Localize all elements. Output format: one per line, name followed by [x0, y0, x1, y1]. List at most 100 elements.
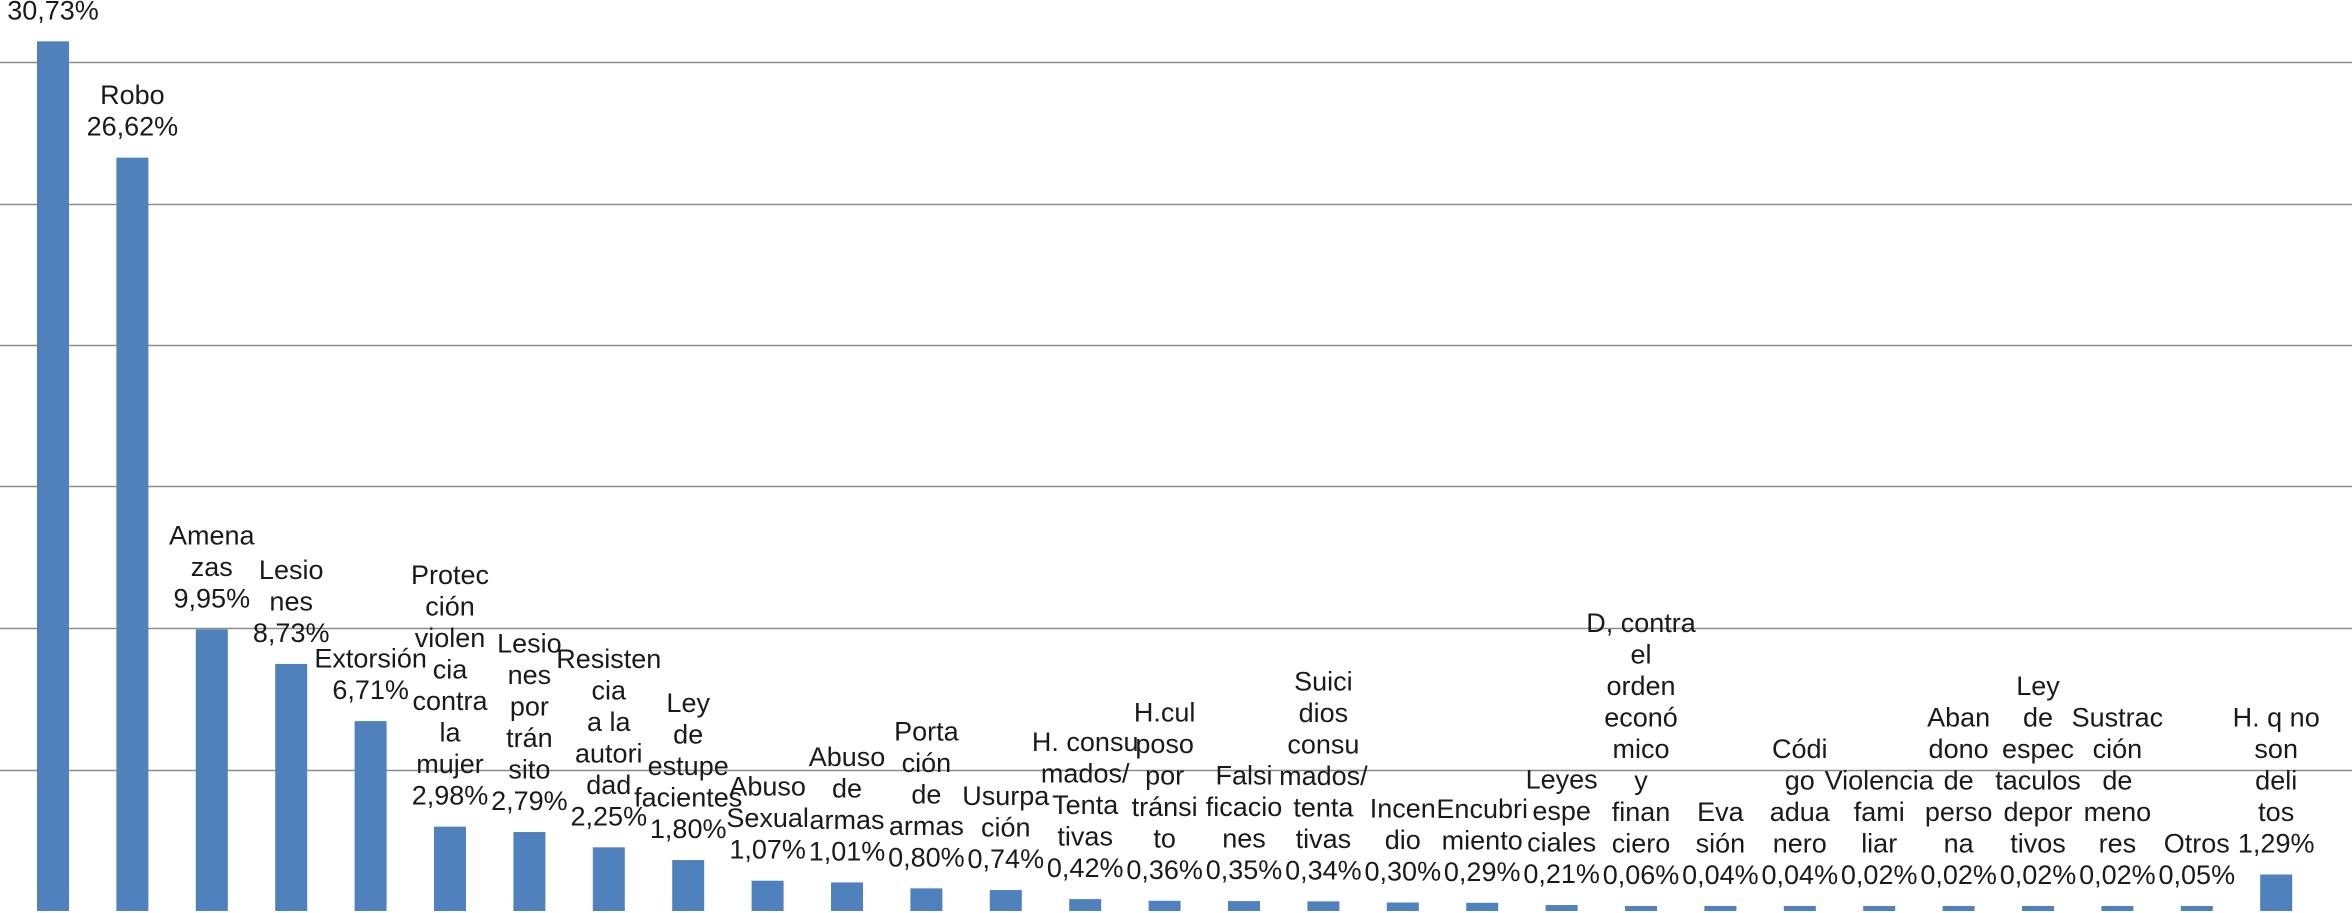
- data-label: 0,30%: [1365, 857, 1442, 887]
- data-label: 0,02%: [1841, 860, 1918, 890]
- category-label: res: [2099, 829, 2137, 859]
- category-label: de: [1944, 766, 1974, 796]
- data-label: 26,62%: [87, 112, 179, 142]
- category-label: Ley: [2016, 671, 2060, 701]
- category-label: dono: [1929, 734, 1989, 764]
- category-label: Leyes: [1526, 765, 1598, 795]
- bar: [116, 157, 149, 912]
- category-label: ción: [2093, 734, 2143, 764]
- category-label: Protec: [411, 560, 489, 590]
- category-label: zas: [191, 552, 233, 582]
- bar: [354, 721, 387, 911]
- category-label: de: [832, 773, 862, 803]
- category-label: nes: [1222, 824, 1266, 854]
- category-label: orden: [1606, 671, 1675, 701]
- category-label: tos: [2258, 797, 2294, 827]
- data-label: 0,02%: [1920, 860, 1997, 890]
- data-label: 0,42%: [1047, 853, 1124, 883]
- category-label: Resisten: [556, 644, 661, 674]
- category-label: mujer: [416, 749, 484, 779]
- category-label: ción: [902, 748, 952, 778]
- data-label: 8,73%: [253, 618, 330, 648]
- category-label: estupe: [648, 751, 729, 781]
- category-label: nes: [269, 586, 313, 616]
- category-label: nero: [1773, 829, 1827, 859]
- data-label: 1,80%: [650, 814, 727, 844]
- category-label: go: [1785, 766, 1815, 796]
- category-label: fami: [1854, 797, 1905, 827]
- data-label: 0,80%: [888, 842, 965, 872]
- bar: [1069, 899, 1102, 911]
- bar: [910, 888, 943, 911]
- bar: [275, 663, 308, 911]
- bar: [1307, 901, 1340, 911]
- category-label: dios: [1299, 698, 1349, 728]
- category-label: miento: [1442, 825, 1523, 855]
- category-label: cia: [592, 675, 627, 705]
- data-label: 2,98%: [412, 781, 489, 811]
- data-label: 30,73%: [7, 0, 99, 25]
- category-label: liar: [1861, 829, 1897, 859]
- category-label: perso: [1925, 797, 1993, 827]
- bar: [1228, 901, 1260, 911]
- category-label: Incen: [1370, 794, 1436, 824]
- bar: [1148, 900, 1181, 911]
- category-label: meno: [2084, 797, 2152, 827]
- category-label: de: [2023, 703, 2053, 733]
- category-label: Tenta: [1052, 790, 1119, 820]
- category-label: sión: [1696, 829, 1746, 859]
- category-label: Abuso: [809, 742, 886, 772]
- data-label: 0,04%: [1682, 860, 1759, 890]
- bar: [1704, 906, 1737, 911]
- bar: [1863, 906, 1896, 911]
- category-label: Ley: [666, 688, 710, 718]
- data-label: 0,34%: [1285, 855, 1362, 885]
- category-label: cia: [433, 655, 468, 685]
- category-label: contra: [412, 686, 488, 716]
- category-label: econó: [1604, 703, 1678, 733]
- category-label: H. q no: [2233, 702, 2320, 732]
- data-label: 1,01%: [809, 836, 886, 866]
- category-label: Encubri: [1436, 794, 1528, 824]
- category-label: ficacio: [1206, 792, 1283, 822]
- data-label: 0,04%: [1762, 860, 1839, 890]
- data-label: 0,05%: [2159, 860, 2236, 890]
- bar: [1625, 906, 1657, 911]
- bar: [2260, 874, 2293, 911]
- bar: [1942, 906, 1975, 911]
- category-label: tivos: [2010, 829, 2066, 859]
- category-label: y: [1634, 766, 1648, 796]
- category-label: autori: [575, 738, 643, 768]
- bar: [2180, 906, 2213, 911]
- category-label: tenta: [1293, 792, 1354, 822]
- category-label: Aban: [1927, 703, 1990, 733]
- data-label: 0,21%: [1523, 859, 1600, 889]
- bar: [672, 860, 705, 911]
- bar: [37, 41, 69, 911]
- category-label: Violencia: [1825, 766, 1935, 796]
- category-label: to: [1153, 823, 1176, 853]
- data-label: 9,95%: [174, 583, 251, 613]
- category-label: Robo: [100, 80, 165, 110]
- category-label: facientes: [634, 783, 742, 813]
- category-label: Extorsión: [314, 644, 427, 674]
- category-label: ción: [981, 813, 1031, 843]
- category-label: tivas: [1057, 822, 1113, 852]
- category-label: Lesio: [259, 555, 324, 585]
- category-label: de: [673, 720, 703, 750]
- category-label: el: [1630, 640, 1651, 670]
- category-label: la: [439, 718, 461, 748]
- category-label: Amena: [169, 520, 256, 550]
- category-label: H.cul: [1134, 697, 1196, 727]
- category-label: taculos: [1995, 766, 2081, 796]
- category-label: Abuso: [729, 772, 806, 802]
- bar: [434, 826, 466, 911]
- category-label: de: [911, 779, 941, 809]
- data-label: 0,36%: [1126, 855, 1203, 885]
- category-label: adua: [1770, 797, 1831, 827]
- category-label: armas: [889, 811, 964, 841]
- category-label: Sustrac: [2072, 703, 2164, 733]
- category-label: son: [2254, 734, 2298, 764]
- data-label: 0,06%: [1603, 860, 1680, 890]
